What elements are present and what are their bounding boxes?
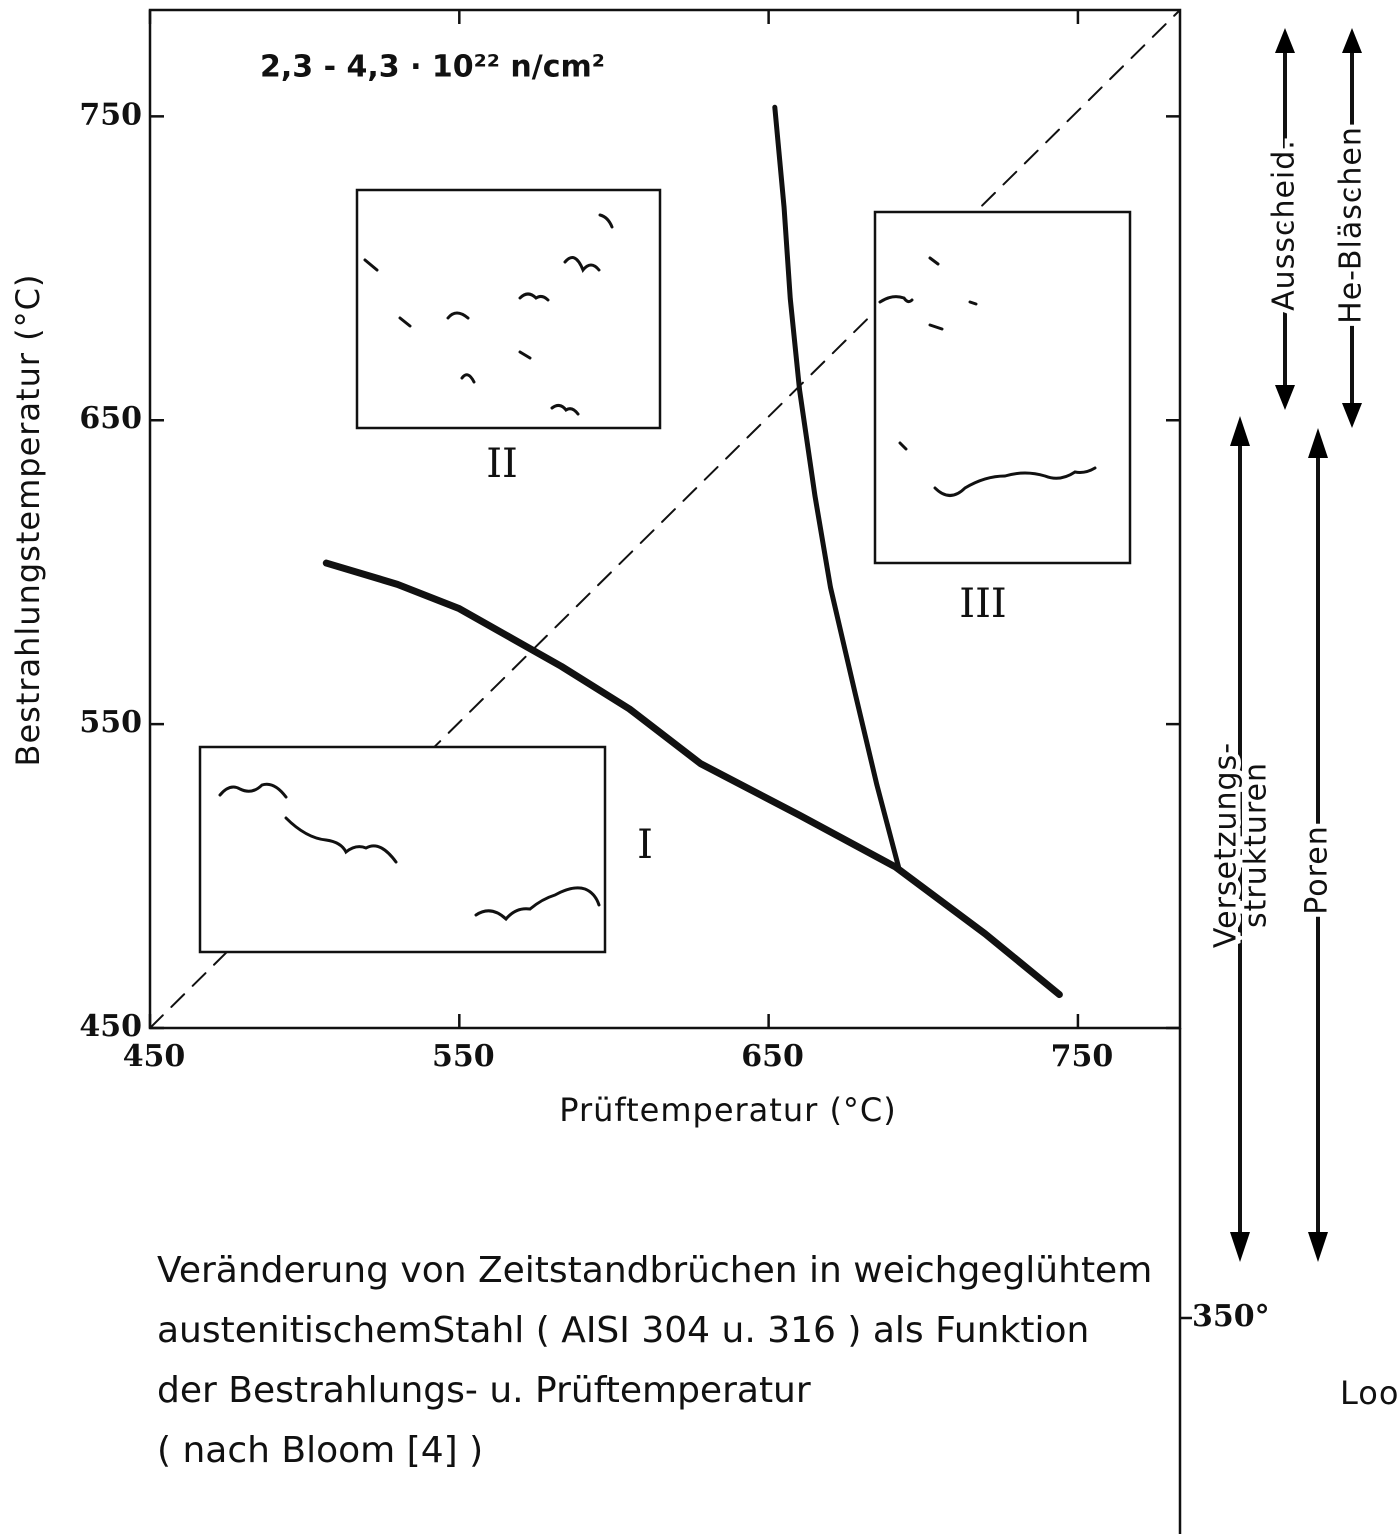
curve (322, 559, 1063, 999)
micrograph (878, 256, 1097, 497)
inset-box (873, 210, 1132, 565)
inset-label: III (959, 581, 1006, 627)
x-tick-label: 650 (741, 1039, 804, 1074)
plot-frame (148, 8, 1182, 1030)
inset-box (355, 188, 662, 430)
caption-line: ( nach Bloom [4] ) (157, 1430, 483, 1471)
micrograph (218, 782, 601, 922)
inset-label: II (486, 441, 518, 487)
y-axis-label: Bestrahlungstemperatur (°C) (9, 274, 47, 767)
inset-box (198, 745, 607, 954)
side-tick-label: 350° (1192, 1299, 1270, 1334)
side-arrows (1230, 28, 1362, 1262)
micrograph (363, 213, 614, 416)
y-tick-label: 750 (79, 97, 142, 132)
curve (772, 104, 902, 870)
x-tick-label: 450 (123, 1039, 186, 1074)
insets (198, 188, 1132, 954)
inset-label: I (637, 822, 653, 868)
caption-line: austenitischemStahl ( AISI 304 u. 316 ) … (157, 1310, 1089, 1351)
caption-line: Veränderung von Zeitstandbrüchen in weic… (157, 1250, 1152, 1291)
x-axis-label: Prüftemperatur (°C) (559, 1091, 897, 1129)
caption: Veränderung von Zeitstandbrüchen in weic… (157, 1250, 1152, 1471)
side-label: Loops (1340, 1374, 1400, 1412)
y-tick-label: 550 (79, 705, 142, 740)
side-label: strukturen (1239, 762, 1274, 928)
caption-line: der Bestrahlungs- u. Prüftemperatur (157, 1370, 811, 1411)
side-label: Ausscheid. (1267, 139, 1302, 311)
y-tick-label: 450 (79, 1009, 142, 1044)
side-label: Versetzungs- (1209, 742, 1244, 948)
x-tick-label: 750 (1051, 1039, 1114, 1074)
side-label: Poren (1300, 825, 1335, 915)
x-tick-label: 550 (432, 1039, 495, 1074)
side-label: He-Bläschen (1334, 126, 1369, 324)
y-tick-label: 650 (79, 401, 142, 436)
fluence-label: 2,3 - 4,3 · 10²² n/cm² (260, 50, 605, 85)
